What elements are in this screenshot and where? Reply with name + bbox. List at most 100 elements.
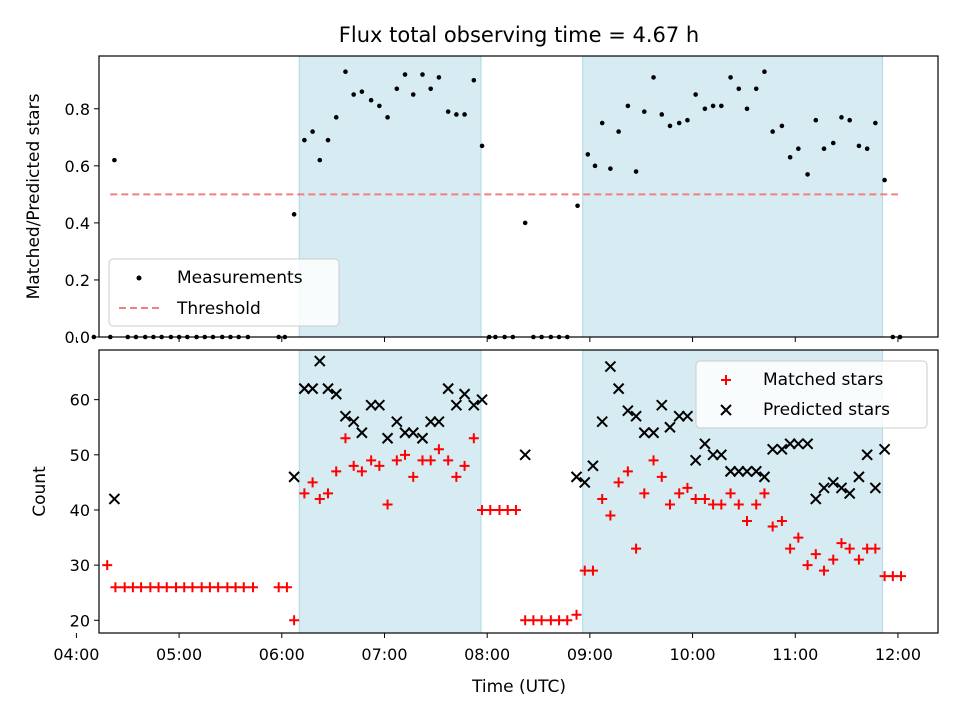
matched-star-point [536,615,547,626]
y-tick-label: 0.0 [65,328,90,347]
measurement-point [445,109,451,114]
measurement-point [359,89,365,94]
matched-star-point [374,460,385,471]
predicted-star-point [450,399,463,411]
predicted-star-point [381,432,394,444]
measurement-point [291,212,297,217]
matched-star-point [510,504,521,515]
matched-star-point [844,543,855,554]
legend: Measurements Threshold [108,258,340,327]
predicted-star-point [519,449,531,461]
matched-star-point [605,510,616,521]
matched-star-point [400,449,411,460]
x-tick-label: 12:00 [875,645,921,664]
predicted-star-point [878,443,891,456]
matched-star-point [674,488,685,499]
matched-star-point [485,504,496,515]
matched-star-point [587,565,598,576]
measurement-point [770,129,775,134]
matched-star-point [896,571,907,582]
legend-marker-measurements [136,275,142,281]
y-tick-label: 0.8 [65,100,90,119]
measurement-point [685,117,690,123]
matched-star-point [622,466,633,477]
measurement-point [420,72,425,77]
matched-star-point [366,455,377,466]
measurement-point [599,120,605,126]
predicted-star-point [416,432,429,444]
x-tick-label: 05:00 [156,645,202,664]
matched-star-point [776,516,787,527]
predicted-star-point [391,416,403,428]
matched-star-point [836,538,847,549]
predicted-star-point [356,427,368,439]
measurement-point [651,75,656,80]
predicted-star-point [699,438,711,450]
predicted-star-point [622,404,634,417]
predicted-star-point [784,438,796,450]
x-tick-label: 10:00 [670,645,716,664]
measurement-point [317,157,323,163]
legend-label-measurements: Measurements [177,268,303,288]
x-tick-label: 04:00 [53,645,99,664]
measurement-point [667,123,673,129]
x-tick-label: 11:00 [772,645,818,664]
measurement-point [310,129,315,134]
matched-star-point [299,488,310,499]
predicted-star-point [801,438,814,450]
predicted-star-point [596,416,608,428]
predicted-star-point [424,416,437,428]
measurement-point [693,92,698,97]
measurement-point [368,97,374,103]
count-panel: 20 30 40 50 60 04:00 05:00 06:00 07:00 08:00 09:00… [30,349,939,664]
axes-frame [98,349,939,634]
matched-star-point [468,433,479,444]
measurement-point [436,75,442,80]
matched-star-point [682,482,693,493]
measurement-point [710,103,716,109]
matched-star-point [597,493,608,504]
measurement-point [864,146,870,152]
matched-star-point [136,582,147,593]
legend-label-predicted: Predicted stars [763,400,890,420]
matched-star-point [425,455,436,466]
measurement-point [608,166,613,171]
y-tick-label: 40 [70,501,90,520]
measurement-point [633,169,639,174]
matched-star-point [810,549,821,560]
matched-star-point [331,466,342,477]
matched-star-point [759,488,770,499]
predicted-star-point [604,360,617,373]
measurement-point [873,120,878,126]
matched-star-point [870,543,881,554]
matched-star-point [562,615,573,626]
matched-star-point [690,493,701,504]
matched-star-point [699,493,710,504]
legend: Matched stars Predicted stars [695,360,928,429]
x-tick-label: 09:00 [567,645,613,664]
measurement-point [856,143,862,149]
y-axis-label: Matched/Predicted stars [24,93,44,299]
legend-box [108,258,340,327]
measurement-point [522,220,528,226]
matched-star-point [664,499,675,510]
predicted-star-point [330,388,342,400]
matched-star-point [793,532,804,543]
matched-star-point [631,543,642,554]
predicted-star-point [288,471,300,483]
matched-star-point [161,582,172,593]
y-tick-label: 0.4 [65,214,90,233]
predicted-star-point [630,410,642,422]
matched-star-point [348,460,359,471]
predicted-star-point [843,487,856,500]
measurement-point [796,146,801,152]
predicted-star-point [373,399,386,411]
matched-star-point [391,455,402,466]
measurement-point [402,72,408,77]
matched-star-point [802,560,813,571]
matched-star-point [767,521,778,532]
matched-star-point [828,554,839,565]
y-tick-label: 20 [70,611,90,630]
x-axis-label: Time (UTC) [471,677,566,697]
ratio-panel: 0.0 0.2 0.4 0.6 0.8 Matched/Predicted stars Me… [24,55,939,347]
